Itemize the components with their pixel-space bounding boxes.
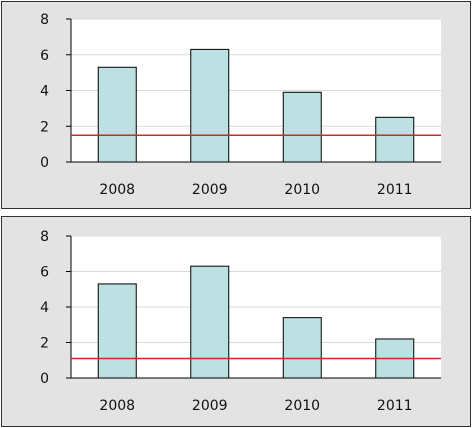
x-tick-label: 2011	[377, 182, 413, 198]
bar-2009	[190, 48, 230, 163]
bar-2010	[282, 91, 322, 163]
y-tick-label: 0	[40, 371, 49, 387]
chart-panel-top: 0 2 4 6 8 2008 2009 2010 2011	[1, 1, 471, 209]
bar-2008	[97, 66, 137, 163]
x-tick-label: 2008	[99, 182, 135, 198]
x-tick-label: 2010	[284, 398, 320, 414]
y-tick-label: 2	[40, 336, 49, 352]
y-tick-label: 6	[40, 265, 49, 281]
y-tick-label: 6	[40, 48, 49, 64]
y-tick-label: 8	[40, 12, 49, 28]
chart-panel-bottom: 0 2 4 6 8 2008 2009 2010 2011	[1, 216, 471, 427]
bar-2008	[97, 283, 137, 379]
bar-2011	[375, 116, 415, 163]
x-tick-label: 2010	[284, 182, 320, 198]
y-tick-label: 0	[40, 155, 49, 171]
x-tick-label: 2009	[192, 182, 228, 198]
y-tick-label: 8	[40, 229, 49, 245]
y-tick-label: 4	[40, 84, 49, 100]
bar-2009	[190, 265, 230, 379]
x-tick-label: 2011	[377, 398, 413, 414]
x-tick-label: 2008	[99, 398, 135, 414]
bar-chart-top: 0 2 4 6 8 2008 2009 2010 2011	[40, 12, 441, 198]
x-tick-label: 2009	[192, 398, 228, 414]
y-tick-label: 4	[40, 300, 49, 316]
y-tick-label: 2	[40, 119, 49, 135]
bar-chart-bottom: 0 2 4 6 8 2008 2009 2010 2011	[40, 229, 441, 414]
bar-2010	[282, 317, 322, 379]
